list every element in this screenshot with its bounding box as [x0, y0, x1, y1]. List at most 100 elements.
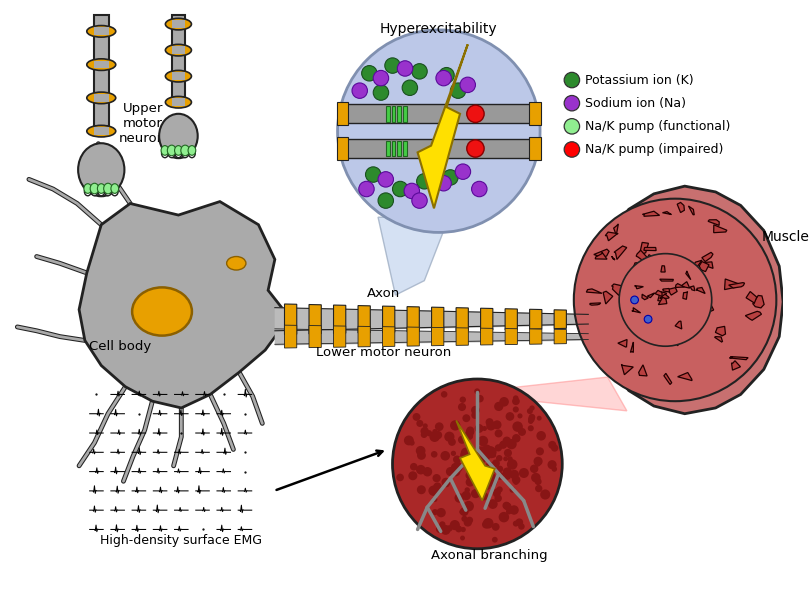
Circle shape — [564, 142, 579, 157]
Circle shape — [411, 64, 427, 79]
Circle shape — [470, 461, 479, 471]
Polygon shape — [627, 306, 637, 313]
Polygon shape — [406, 327, 418, 346]
Circle shape — [470, 455, 480, 465]
Circle shape — [441, 478, 449, 486]
Circle shape — [506, 439, 516, 449]
Circle shape — [420, 432, 427, 438]
Circle shape — [483, 467, 488, 473]
Circle shape — [472, 464, 478, 470]
Circle shape — [476, 446, 481, 452]
Bar — [342, 139, 534, 158]
Circle shape — [448, 438, 455, 446]
Circle shape — [530, 473, 540, 482]
Ellipse shape — [87, 59, 116, 70]
Ellipse shape — [97, 184, 105, 193]
Polygon shape — [667, 288, 676, 295]
Polygon shape — [603, 291, 612, 304]
Polygon shape — [646, 293, 654, 297]
Polygon shape — [631, 308, 640, 313]
Circle shape — [503, 502, 511, 510]
Circle shape — [415, 465, 425, 474]
Polygon shape — [695, 287, 704, 293]
Polygon shape — [667, 298, 676, 305]
Polygon shape — [637, 262, 643, 268]
Circle shape — [512, 434, 520, 443]
Circle shape — [491, 467, 497, 473]
Polygon shape — [634, 285, 642, 289]
Polygon shape — [646, 288, 656, 297]
Circle shape — [529, 405, 534, 411]
Circle shape — [492, 420, 501, 429]
Circle shape — [457, 436, 466, 444]
Bar — [172, 98, 184, 106]
Bar — [93, 0, 109, 2]
Circle shape — [501, 443, 506, 448]
Circle shape — [446, 525, 452, 532]
Polygon shape — [629, 342, 633, 352]
Polygon shape — [665, 303, 681, 307]
Text: High-density surface EMG: High-density surface EMG — [101, 534, 262, 547]
Circle shape — [496, 486, 502, 493]
Polygon shape — [480, 328, 492, 345]
Ellipse shape — [165, 18, 191, 30]
Polygon shape — [677, 286, 689, 295]
Text: Hyperexcitability: Hyperexcitability — [380, 22, 497, 36]
Circle shape — [431, 497, 437, 502]
Circle shape — [470, 455, 481, 465]
Circle shape — [491, 537, 497, 542]
Circle shape — [465, 477, 474, 486]
Polygon shape — [663, 373, 671, 384]
Circle shape — [466, 428, 474, 436]
Circle shape — [496, 455, 502, 461]
Circle shape — [397, 61, 412, 76]
Ellipse shape — [87, 0, 116, 4]
Polygon shape — [674, 325, 680, 339]
Ellipse shape — [111, 187, 118, 195]
Ellipse shape — [174, 145, 182, 156]
Text: Lower motor neuron: Lower motor neuron — [315, 346, 451, 359]
Polygon shape — [752, 296, 763, 308]
Circle shape — [506, 459, 517, 470]
Circle shape — [474, 461, 481, 468]
Ellipse shape — [175, 149, 182, 158]
Bar — [391, 141, 395, 156]
Circle shape — [483, 483, 490, 490]
Bar — [93, 128, 109, 135]
Circle shape — [438, 67, 453, 83]
Circle shape — [494, 402, 503, 411]
Circle shape — [509, 470, 518, 479]
Circle shape — [469, 464, 475, 471]
Circle shape — [564, 72, 579, 88]
Bar — [172, 72, 184, 80]
Circle shape — [410, 463, 417, 470]
Circle shape — [539, 489, 550, 499]
Ellipse shape — [165, 44, 191, 56]
Circle shape — [505, 470, 513, 477]
Ellipse shape — [188, 149, 195, 158]
Polygon shape — [660, 296, 673, 304]
Polygon shape — [728, 356, 747, 359]
Circle shape — [496, 465, 503, 472]
Circle shape — [452, 462, 462, 473]
Polygon shape — [172, 15, 184, 97]
Circle shape — [403, 436, 414, 445]
Polygon shape — [701, 252, 712, 262]
Circle shape — [485, 472, 495, 482]
Text: Na/K pump (functional): Na/K pump (functional) — [585, 120, 730, 133]
Polygon shape — [654, 290, 662, 297]
Polygon shape — [611, 284, 623, 296]
Polygon shape — [745, 291, 756, 303]
Circle shape — [526, 408, 532, 414]
Circle shape — [486, 421, 495, 430]
Polygon shape — [685, 271, 690, 280]
Circle shape — [460, 451, 467, 459]
Circle shape — [404, 183, 419, 198]
Bar — [337, 137, 348, 160]
Circle shape — [411, 193, 427, 209]
Polygon shape — [613, 246, 626, 259]
Polygon shape — [358, 306, 370, 333]
Circle shape — [449, 420, 460, 430]
Polygon shape — [662, 288, 669, 292]
Circle shape — [517, 428, 526, 436]
